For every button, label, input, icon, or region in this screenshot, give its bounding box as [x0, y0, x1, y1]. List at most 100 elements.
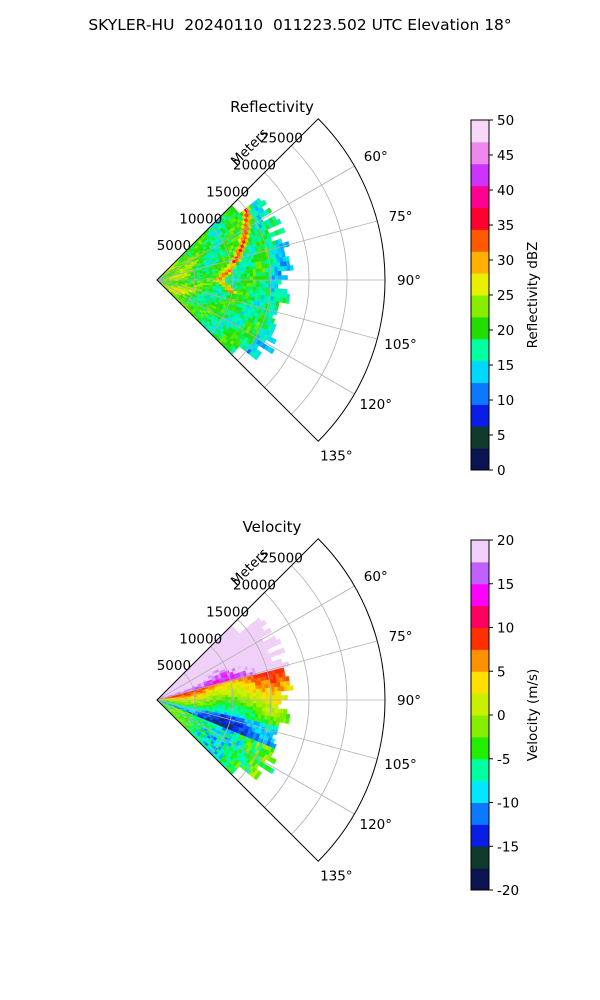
colorbar-swatch — [471, 627, 489, 650]
data-cell — [243, 273, 248, 278]
data-cell — [215, 695, 220, 699]
data-cell — [284, 695, 288, 701]
data-cell — [261, 707, 266, 712]
data-cell — [255, 688, 260, 694]
data-cell — [271, 267, 276, 273]
data-cell — [243, 276, 248, 281]
data-cell — [228, 274, 232, 278]
data-cell — [261, 688, 266, 693]
data-cell — [274, 284, 279, 289]
colorbar-tick-label: 40 — [497, 183, 514, 199]
data-cell — [256, 699, 260, 704]
colorbar-tick-label: 25 — [497, 288, 514, 304]
data-cell — [237, 702, 242, 707]
data-cell — [285, 256, 290, 262]
colorbar-swatch — [471, 649, 489, 672]
data-cell — [237, 705, 241, 710]
data-cell — [277, 270, 282, 276]
radial-tick-label: 15000 — [206, 604, 249, 620]
data-cell — [228, 702, 232, 706]
data-cell — [221, 272, 226, 276]
colorbar-tick-label: 35 — [497, 218, 514, 234]
azimuth-spoke — [156, 220, 378, 281]
azimuth-tick-label: 120° — [360, 817, 393, 833]
data-cell — [256, 283, 260, 288]
data-cell — [264, 687, 269, 693]
colorbar-tick-label: 10 — [497, 393, 514, 409]
data-cell — [286, 293, 291, 300]
colorbar-tick-label: 15 — [497, 358, 514, 374]
data-cell — [281, 275, 285, 281]
data-cell — [234, 282, 238, 286]
data-cell — [246, 703, 251, 707]
data-cell — [253, 276, 257, 281]
data-cell — [265, 271, 270, 277]
azimuth-tick-label: 135° — [320, 448, 353, 464]
data-cell — [264, 707, 269, 713]
colorbar-swatch — [471, 382, 489, 405]
data-cell — [252, 706, 257, 711]
data-cell — [209, 275, 214, 279]
data-cell — [250, 279, 254, 284]
data-cell — [274, 695, 279, 701]
data-cell — [240, 282, 245, 287]
data-cell — [285, 676, 290, 682]
data-cell — [234, 271, 238, 275]
data-cell — [240, 696, 245, 701]
radial-tick-label: 10000 — [179, 211, 222, 227]
data-cell — [225, 282, 229, 286]
data-cell — [271, 703, 276, 709]
data-cell — [236, 267, 241, 272]
data-cell — [249, 689, 254, 694]
data-cell — [240, 699, 245, 704]
data-cell — [237, 279, 242, 284]
data-cell — [268, 703, 273, 709]
polar-grid — [156, 565, 385, 835]
data-cell — [262, 692, 266, 697]
data-cell — [233, 688, 238, 692]
data-cell — [259, 276, 263, 281]
data-cell — [234, 699, 239, 704]
azimuth-tick-label: 90° — [397, 693, 421, 709]
colorbar-tick-label: 45 — [497, 148, 514, 164]
data-cell — [256, 696, 260, 701]
data-cell — [249, 283, 254, 288]
colorbar-tick-label: 20 — [497, 323, 514, 339]
data-cell — [271, 687, 276, 693]
radial-tick-label: 20000 — [233, 578, 276, 594]
data-cell — [265, 703, 270, 709]
data-cell — [253, 774, 260, 781]
data-cell — [225, 274, 229, 278]
colorbar-swatch — [471, 120, 489, 143]
data-cell — [285, 718, 290, 724]
data-cell — [276, 638, 282, 645]
data-cell — [262, 703, 266, 708]
data-cell — [271, 707, 276, 713]
data-cell — [265, 279, 270, 285]
data-cell — [243, 279, 248, 284]
data-cell — [243, 690, 248, 695]
colorbar-swatch — [471, 605, 489, 628]
data-cell — [259, 703, 263, 708]
data-cell — [259, 279, 263, 284]
data-cell — [256, 279, 260, 284]
data-cell — [240, 279, 245, 284]
data-cell — [224, 272, 229, 276]
colorbar-swatch — [471, 185, 489, 208]
azimuth-tick-label: 75° — [389, 209, 413, 225]
data-cell — [240, 690, 245, 695]
data-cell — [237, 693, 242, 698]
data-cell — [246, 699, 251, 704]
data-cell — [286, 260, 291, 267]
data-cell — [271, 758, 277, 765]
data-cell — [261, 268, 266, 273]
data-cell — [265, 695, 270, 701]
radial-tick-label: 15000 — [206, 184, 249, 200]
data-cell — [246, 276, 251, 281]
data-cell — [234, 276, 239, 281]
data-cell — [277, 275, 282, 281]
data-cell — [221, 692, 226, 696]
colorbar-swatch — [471, 540, 489, 563]
azimuth-spoke — [156, 640, 378, 701]
